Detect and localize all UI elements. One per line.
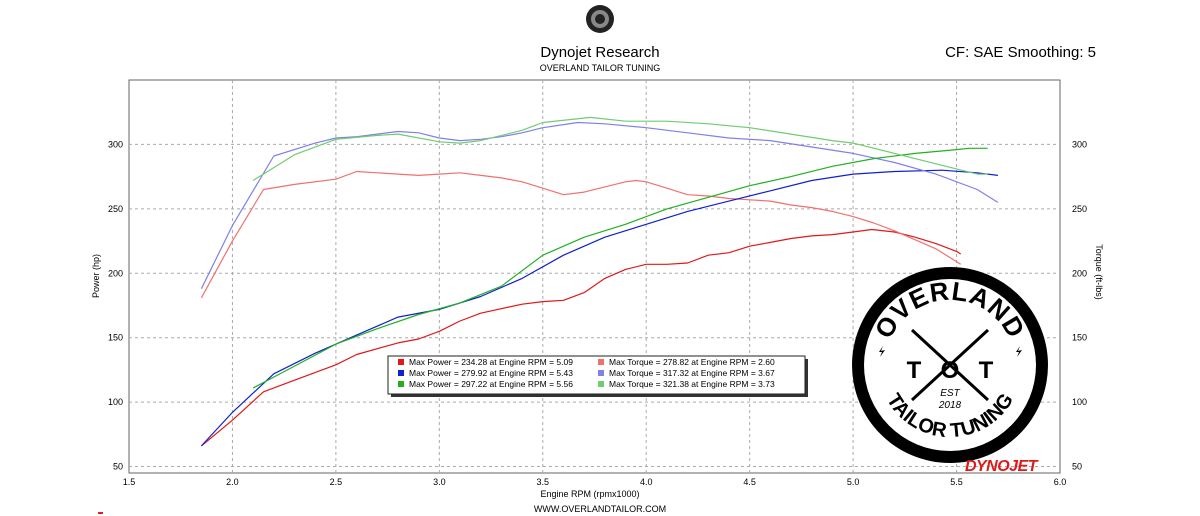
tick-labels: 1.5 2.0 2.5 3.0 3.5 4.0 4.5 5.0 5.5 6.0 50 100 150 20… [108, 139, 1087, 487]
x-tick-label: 2.5 [330, 477, 343, 487]
y-axis-label: Power (hp) [91, 254, 101, 298]
legend-entry: Max Power = 234.28 at Engine RPM = 5.09 [409, 357, 573, 367]
legend-entry: Max Power = 279.92 at Engine RPM = 5.43 [409, 368, 573, 378]
legend-swatch [598, 359, 604, 365]
emblem-icon [585, 4, 615, 39]
y2-tick-label: 250 [1072, 204, 1087, 214]
x-tick-label: 1.5 [123, 477, 136, 487]
logo-year: 2018 [938, 400, 962, 411]
x-tick-label: 2.0 [226, 477, 239, 487]
x-tick-label: 6.0 [1054, 477, 1067, 487]
overland-logo: OVERLAND TAILOR TUNING T O T EST 2018 [852, 267, 1048, 463]
y-tick-label: 150 [108, 333, 123, 343]
series-line-2 [200, 170, 962, 299]
y-tick-label: 300 [108, 139, 123, 149]
legend-entry: Max Torque = 317.32 at Engine RPM = 3.67 [609, 368, 775, 378]
x-tick-label: 3.0 [433, 477, 446, 487]
y-tick-label: 50 [113, 462, 123, 472]
y-tick-label: 200 [108, 268, 123, 278]
y-tick-label: 250 [108, 204, 123, 214]
y2-tick-label: 50 [1072, 462, 1082, 472]
x-tick-label: 4.0 [640, 477, 653, 487]
legend-swatch [598, 370, 604, 376]
series-line-4 [200, 121, 999, 289]
series-layer [200, 116, 999, 447]
legend-entry: Max Torque = 321.38 at Engine RPM = 3.73 [609, 379, 775, 389]
x-tick-label: 5.0 [847, 477, 860, 487]
y2-tick-label: 300 [1072, 139, 1087, 149]
x-tick-label: 4.5 [743, 477, 756, 487]
lightning-left-icon [879, 346, 885, 357]
series-line-6 [252, 116, 988, 182]
y-tick-label: 100 [108, 397, 123, 407]
logo-est: EST [940, 388, 960, 399]
y2-tick-label: 100 [1072, 397, 1087, 407]
legend-swatch [398, 381, 404, 387]
legend-swatch [398, 359, 404, 365]
series-line-1 [201, 228, 962, 447]
legend-entry: Max Power = 297.22 at Engine RPM = 5.56 [409, 379, 573, 389]
y2-tick-label: 150 [1072, 333, 1087, 343]
footer-url: WWW.OVERLANDTAILOR.COM [533, 504, 667, 514]
correction-factor-label: CF: SAE Smoothing: 5 [945, 44, 1096, 61]
lightning-right-icon [1016, 346, 1022, 357]
legend-swatch [598, 381, 604, 387]
logo-t-right: T [979, 357, 994, 384]
legend-swatch [398, 370, 404, 376]
y2-axis-label: Torque (ft-lbs) [1094, 244, 1104, 300]
legend: Max Power = 234.28 at Engine RPM = 5.09 M… [387, 355, 808, 397]
legend-box [387, 355, 806, 395]
red-dash-mark [98, 512, 103, 514]
chart-title: Dynojet Research [540, 44, 660, 61]
series-line-5 [252, 147, 988, 389]
logo-t-left: T [907, 357, 922, 384]
x-tick-label: 5.5 [950, 477, 963, 487]
legend-entry: Max Torque = 278.82 at Engine RPM = 2.60 [609, 357, 775, 367]
chart-subtitle: OVERLAND TAILOR TUNING [539, 63, 661, 73]
x-axis-label: Engine RPM (rpmx1000) [540, 489, 639, 499]
x-tick-label: 3.5 [537, 477, 550, 487]
y2-tick-label: 200 [1072, 268, 1087, 278]
dynojet-logo: DYNOJET [965, 458, 1039, 475]
logo-o-center: O [941, 357, 960, 384]
